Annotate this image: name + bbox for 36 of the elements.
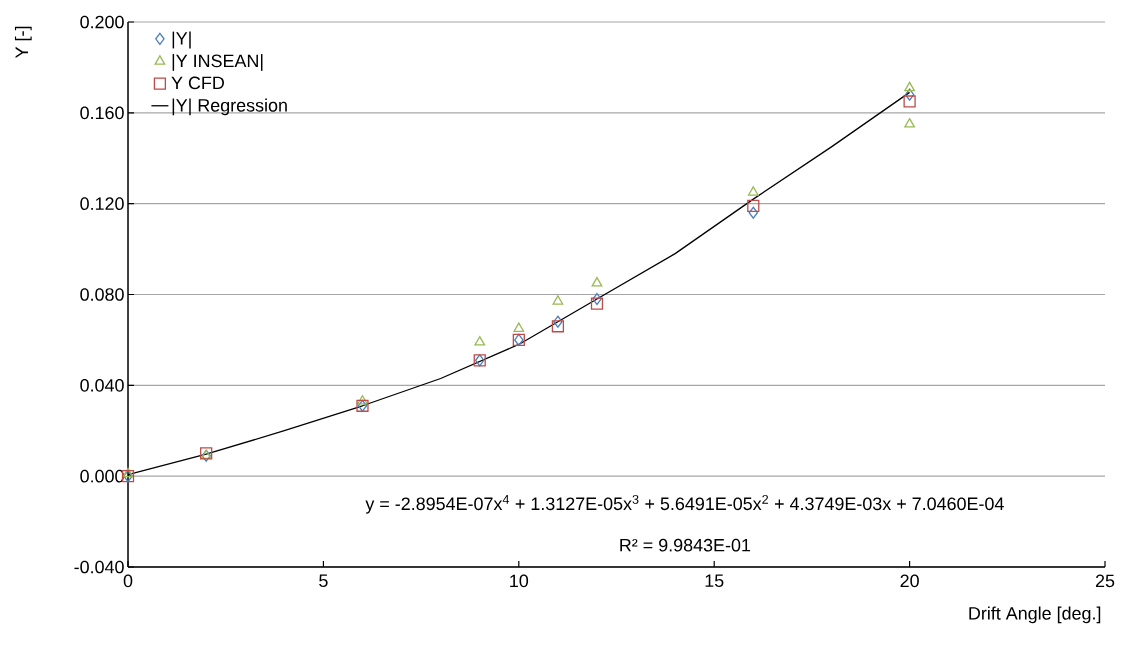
point bbox=[747, 199, 760, 213]
point bbox=[592, 292, 602, 306]
x-tick-label: 20 bbox=[900, 574, 919, 588]
y-tick-label: 0.160 bbox=[80, 106, 124, 120]
legend-label: |Y| Regression bbox=[172, 98, 287, 116]
x-tick-label: 10 bbox=[510, 574, 529, 588]
y-tick-label: 0.120 bbox=[80, 197, 124, 210]
y-tick-label: 0.080 bbox=[80, 288, 124, 301]
point bbox=[553, 315, 563, 328]
legend-label: |Y INSEAN| bbox=[172, 54, 263, 71]
x-tick-label: 15 bbox=[705, 574, 724, 588]
point bbox=[903, 95, 916, 108]
point bbox=[552, 295, 564, 305]
point bbox=[904, 118, 916, 128]
point bbox=[474, 336, 486, 346]
point bbox=[747, 186, 759, 196]
annotation: y = -2.8954E-07x$^{4}$ + 1.3127E-05x$^{3}$ + 5.6491E-05x$^{2}$ + 4.3749E-03x + 7.0460E-04 bbox=[365, 494, 1004, 514]
x-tick-label: 0 bbox=[123, 574, 133, 588]
annotation: R² = 9.9843E-01 bbox=[620, 538, 751, 552]
point bbox=[513, 322, 525, 332]
x-axis-title: Drift Angle [deg.] bbox=[969, 606, 1101, 624]
point bbox=[904, 81, 916, 92]
point bbox=[748, 206, 759, 219]
point bbox=[591, 277, 603, 287]
y-axis-title: Y [-] bbox=[14, 26, 32, 58]
x-tick-label: 25 bbox=[1095, 574, 1115, 588]
point bbox=[904, 88, 915, 101]
point bbox=[590, 297, 604, 310]
legend-label: |Y| bbox=[172, 31, 191, 49]
y-tick-label: 0.040 bbox=[80, 378, 124, 392]
x-tick-label: 5 bbox=[319, 574, 328, 588]
legend-label: Y CFD bbox=[171, 76, 224, 90]
y-tick-label: 0.200 bbox=[80, 15, 124, 29]
point bbox=[551, 320, 565, 333]
point bbox=[357, 395, 368, 405]
y-tick-label: -0.040 bbox=[74, 560, 124, 574]
